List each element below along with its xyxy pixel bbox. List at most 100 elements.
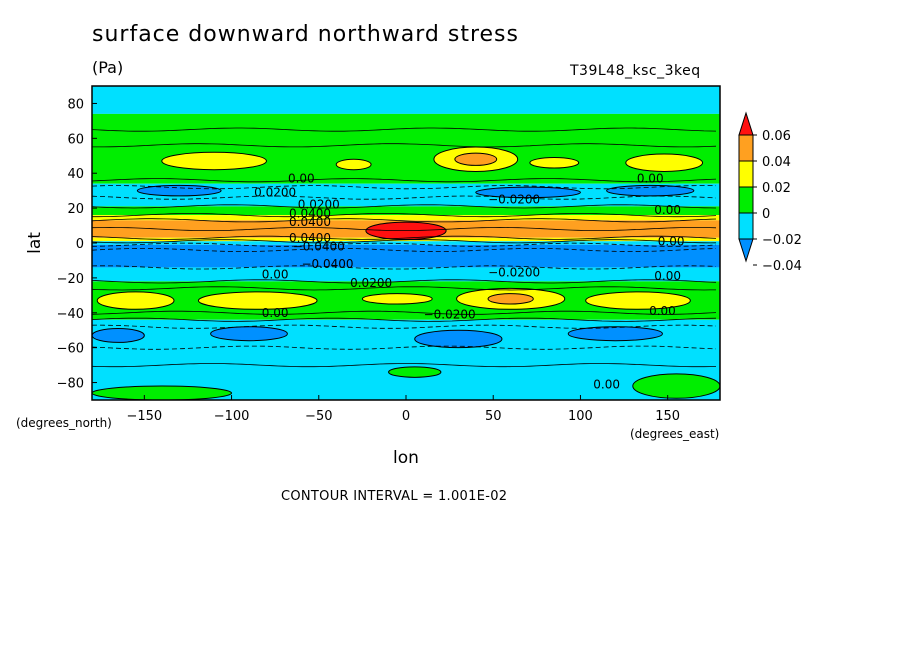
x-axis-ticks: −150 −100 −50 0 50 100 150 — [126, 395, 680, 424]
x-tick-label: 100 — [568, 409, 593, 424]
field-cell — [210, 326, 288, 342]
contour-line — [92, 242, 717, 247]
colorbar-label: −0.04 — [762, 259, 802, 274]
field-cell — [136, 184, 222, 197]
field-fill — [92, 86, 720, 400]
contour-label: 0.00 — [654, 269, 681, 283]
field-band — [92, 206, 720, 216]
contour-label: 0.0400 — [289, 231, 331, 245]
field-cell — [414, 329, 503, 349]
colorbar-swatch — [738, 186, 754, 214]
contour-line — [92, 265, 717, 270]
field-cell — [388, 366, 442, 378]
field-cell — [454, 152, 498, 166]
x-tick-label: 0 — [402, 409, 410, 424]
contour-label: 0.00 — [637, 171, 664, 185]
contour-line — [92, 127, 717, 132]
contour-label: 0.0400 — [289, 206, 331, 220]
field-cell — [625, 153, 704, 172]
contour-label: 0.00 — [262, 267, 289, 281]
chart-title: surface downward northward stress — [92, 22, 519, 47]
y-tick-label: 80 — [67, 97, 84, 112]
field-band — [92, 215, 720, 221]
contour-labels: 0.000.02000.02000.04000.04000.0400−0.040… — [254, 171, 684, 391]
x-tick-label: 50 — [485, 409, 502, 424]
contour-label: −0.0400 — [293, 239, 345, 253]
colorbar-label: 0 — [762, 207, 770, 222]
field-cell — [92, 385, 233, 400]
x-tick-label: 150 — [655, 409, 680, 424]
colorbar-label: −0.02 — [762, 233, 802, 248]
contour-line — [92, 239, 717, 244]
field-cell — [475, 186, 581, 199]
contour-label: 0.00 — [288, 171, 315, 185]
field-cell — [197, 291, 318, 310]
field-band — [92, 241, 720, 245]
colorbar-bottom-triangle — [738, 238, 754, 263]
contour-line — [92, 195, 717, 200]
contour-line — [92, 213, 717, 218]
field-cell — [335, 158, 372, 171]
y-tick-label: 0 — [76, 237, 84, 252]
x-tick-label: −100 — [214, 409, 250, 424]
field-cell — [361, 293, 433, 305]
field-cell — [92, 327, 145, 343]
contour-line — [92, 185, 717, 190]
field-band — [92, 113, 720, 184]
contour-line — [92, 178, 717, 183]
contour-label: 0.00 — [658, 234, 685, 248]
contour-label: −0.0200 — [488, 192, 540, 206]
field-cell — [529, 157, 580, 169]
colorbar-label: 0.02 — [762, 181, 791, 196]
contour-line — [92, 218, 717, 223]
chart-units: (Pa) — [92, 58, 124, 77]
y-tick-label: −80 — [57, 377, 84, 392]
contour-line — [92, 317, 717, 322]
field-cell — [606, 184, 695, 197]
field-band — [92, 267, 720, 282]
contour-line — [92, 248, 717, 252]
field-cell — [632, 373, 720, 399]
run-id: T39L48_ksc_3keq — [570, 63, 701, 79]
y-axis-ticks: 80 60 40 20 0 −20 −40 −60 −80 — [57, 97, 97, 392]
contour-label: −0.0400 — [301, 257, 353, 271]
y-tick-label: −40 — [57, 307, 84, 322]
contour-label: 0.00 — [593, 377, 620, 391]
x-tick-label: −150 — [126, 409, 162, 424]
contour-label: 0.0200 — [298, 198, 340, 212]
y-tick-label: 20 — [67, 202, 84, 217]
contour-label: 0.0400 — [289, 215, 331, 229]
field-cell — [161, 151, 267, 171]
colorbar-top-triangle — [738, 111, 754, 136]
y-axis-units: (degrees_north) — [16, 416, 112, 430]
contour-line — [92, 345, 717, 350]
colorbar-label: 0.04 — [762, 155, 791, 170]
contour-label: −0.0200 — [488, 266, 540, 280]
contour-line — [92, 279, 717, 284]
contour-interval-note: CONTOUR INTERVAL = 1.001E-02 — [281, 489, 508, 504]
colorbar: 0.06 0.04 0.02 0 −0.02 −0.04 — [738, 111, 802, 274]
contour-line — [92, 363, 717, 368]
field-cell — [585, 291, 691, 310]
contour-label: 0.0200 — [350, 276, 392, 290]
field-band — [92, 244, 720, 268]
field-cell — [487, 293, 534, 305]
contour-label: 0.00 — [262, 306, 289, 320]
field-band — [92, 86, 720, 114]
y-tick-label: −20 — [57, 272, 84, 287]
contour-label: 0.00 — [654, 203, 681, 217]
contour-line — [92, 310, 717, 315]
y-axis-label: lat — [25, 232, 45, 254]
y-tick-label: 40 — [67, 167, 84, 182]
colorbar-swatch — [738, 134, 754, 162]
contour-line — [92, 226, 717, 231]
colorbar-label: 0.06 — [762, 129, 791, 144]
y-tick-label: −60 — [57, 342, 84, 357]
contour-label: 0.00 — [649, 304, 676, 318]
contour-line — [92, 143, 717, 148]
contour-label: 0.0200 — [254, 185, 296, 199]
contour-lines — [92, 127, 717, 368]
x-axis-label: lon — [393, 448, 419, 468]
contour-line — [92, 204, 717, 209]
